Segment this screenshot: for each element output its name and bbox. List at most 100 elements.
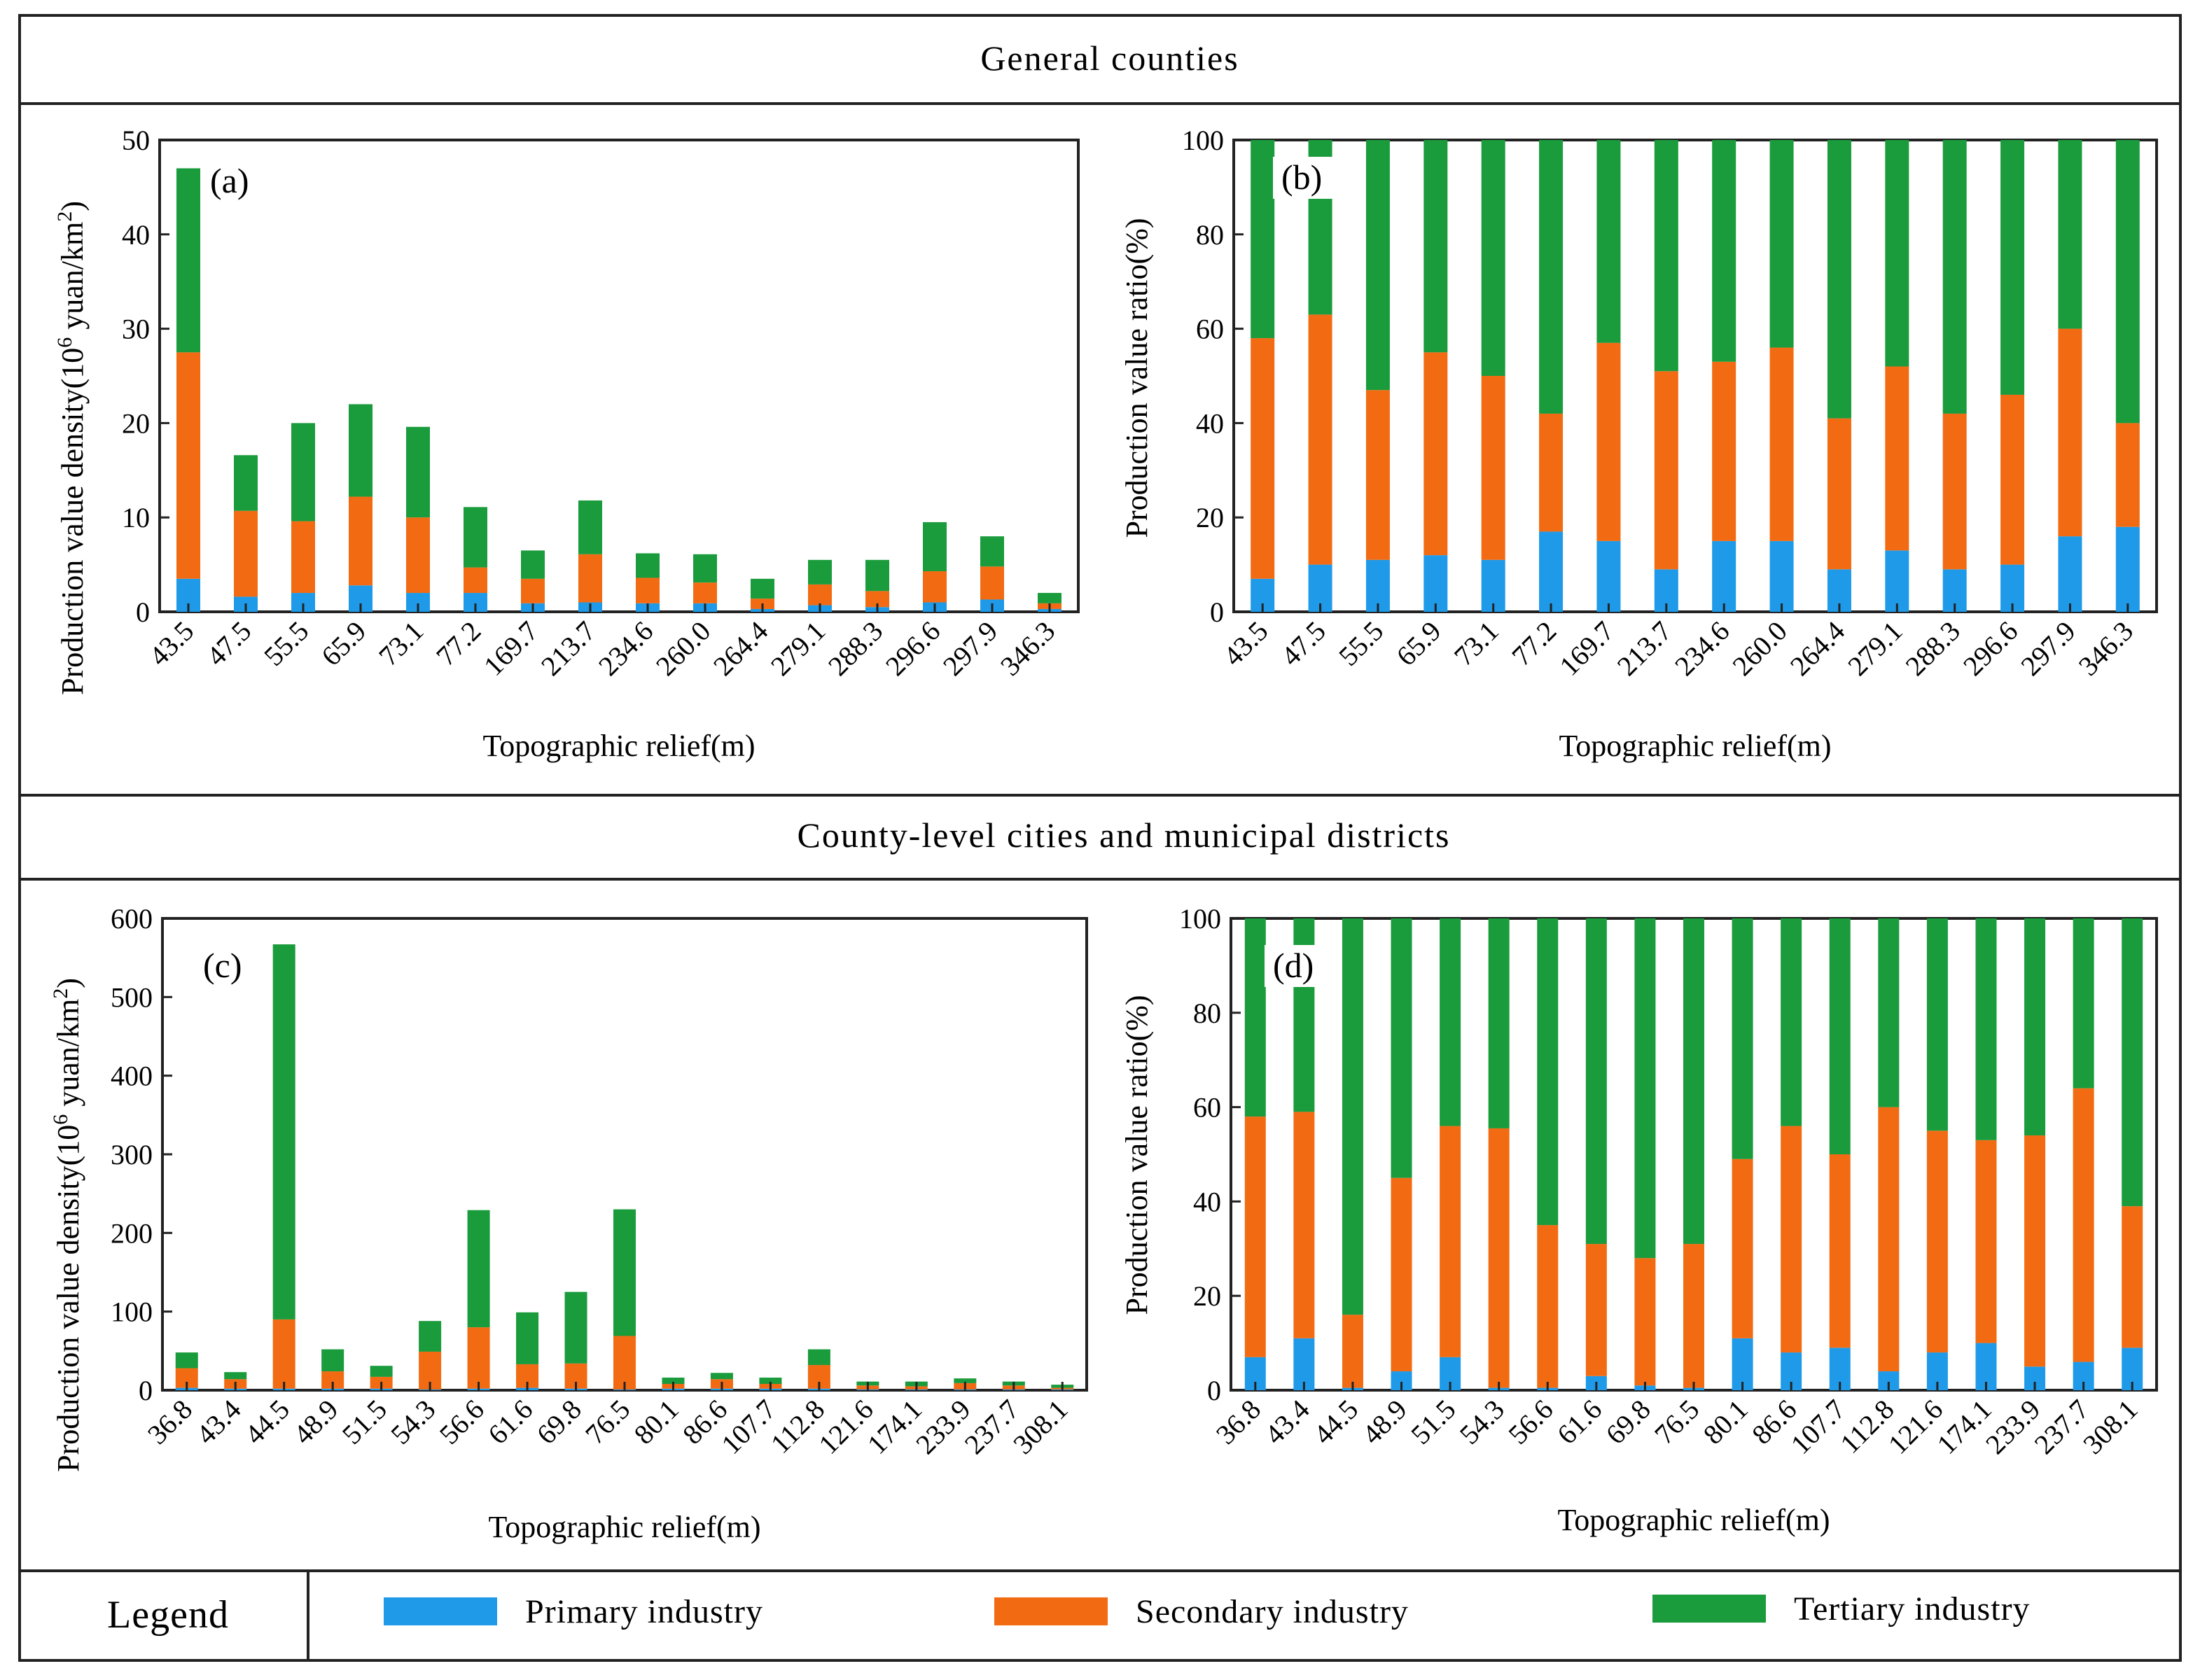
bar-segment-secondary-industry: [1481, 376, 1505, 560]
bar-segment-tertiary-industry: [1539, 140, 1564, 414]
plot-frame-b: [1232, 139, 2158, 613]
y-tick-label: 500: [111, 981, 153, 1013]
bar-segment-tertiary-industry: [2115, 140, 2140, 424]
y-tick-label: 10: [122, 502, 150, 533]
bar-segment-secondary-industry: [980, 566, 1004, 600]
y-tick-label: 20: [1196, 502, 1224, 533]
bar-segment-secondary-industry: [1885, 366, 1909, 551]
panel-letter-a: (a): [210, 161, 249, 200]
bar-segment-secondary-industry: [1942, 413, 1967, 570]
bar-segment-secondary-industry: [1732, 1158, 1753, 1338]
bar-segment-secondary-industry: [1539, 413, 1564, 532]
y-tick-label: 100: [111, 1296, 153, 1328]
bar-segment-tertiary-industry: [1885, 140, 1909, 367]
x-tick-label: 43.4: [1258, 1394, 1315, 1450]
x-tick-label: 213.7: [535, 615, 601, 682]
x-tick-label: 296.6: [879, 615, 946, 682]
y-tick-label: 600: [111, 903, 153, 934]
x-tick-label: 73.1: [373, 615, 429, 672]
bar-segment-secondary-industry: [1440, 1126, 1461, 1357]
bar-segment-tertiary-industry: [1440, 918, 1461, 1126]
bar-segment-tertiary-industry: [865, 559, 889, 592]
x-tick-label: 112.8: [1834, 1394, 1900, 1460]
x-tick-label: 65.9: [1390, 615, 1447, 672]
x-tick-label: 76.5: [579, 1394, 636, 1450]
y-tick-label: 30: [122, 314, 150, 345]
x-tick-label: 260.0: [650, 615, 716, 682]
x-axis-label-d: Topographic relief(m): [1557, 1503, 1830, 1537]
y-tick-label: 400: [111, 1060, 153, 1092]
x-tick-label: 69.8: [1599, 1394, 1656, 1450]
bar-segment-tertiary-industry: [1781, 918, 1802, 1126]
bar-segment-secondary-industry: [406, 517, 430, 594]
bar-segment-tertiary-industry: [1251, 140, 1275, 339]
y-tick-label: 20: [1193, 1280, 1221, 1312]
bar-segment-tertiary-industry: [467, 1210, 490, 1328]
panel-letter-c: (c): [203, 946, 242, 985]
y-axis-label-b: Production value ratio(%): [1120, 218, 1154, 538]
y-tick-label: 0: [136, 596, 150, 628]
x-tick-label: 237.7: [959, 1394, 1025, 1460]
bar-segment-tertiary-industry: [751, 578, 774, 599]
bar-segment-tertiary-industry: [291, 423, 315, 522]
bar-segment-tertiary-industry: [516, 1312, 539, 1364]
bar-segment-tertiary-industry: [1038, 593, 1061, 603]
panel-letter-backing: [1265, 945, 1332, 987]
bar-segment-secondary-industry: [1251, 338, 1275, 579]
x-tick-label: 297.9: [2014, 615, 2081, 682]
bar-segment-tertiary-industry: [1878, 918, 1900, 1107]
bar-segment-tertiary-industry: [710, 1373, 733, 1380]
x-tick-label: 234.6: [1669, 615, 1735, 682]
bar-segment-secondary-industry: [1342, 1315, 1363, 1388]
panel-letter-backing: [202, 160, 269, 202]
bar-segment-tertiary-industry: [419, 1321, 442, 1352]
x-tick-label: 54.3: [1454, 1394, 1510, 1450]
x-tick-label: 346.3: [994, 615, 1061, 682]
bar-segment-tertiary-industry: [370, 1366, 393, 1377]
bar-segment-secondary-industry: [2000, 394, 2025, 565]
x-tick-label: 279.1: [1842, 615, 1908, 682]
bar-segment-tertiary-industry: [1342, 918, 1363, 1315]
bar-segment-primary-industry: [1596, 540, 1621, 612]
bar-segment-secondary-industry: [636, 578, 660, 603]
bar-segment-secondary-industry: [693, 582, 717, 603]
x-tick-label: 308.1: [1007, 1394, 1073, 1460]
bar-segment-primary-industry: [1885, 550, 1909, 612]
bar-segment-secondary-industry: [1244, 1116, 1266, 1357]
bar-segment-secondary-industry: [2115, 423, 2140, 527]
x-tick-label: 48.9: [1356, 1394, 1413, 1450]
bar-segment-secondary-industry: [1391, 1177, 1412, 1372]
bar-segment-primary-industry: [1769, 540, 1794, 612]
bar-segment-primary-industry: [1732, 1338, 1753, 1390]
bar-segment-tertiary-industry: [1926, 918, 1948, 1131]
x-tick-label: 73.1: [1448, 615, 1505, 672]
legend-label-secondary: Secondary industry: [1136, 1593, 1409, 1630]
bar-segment-secondary-industry: [865, 591, 889, 608]
legend-label-tertiary: Tertiary industry: [1794, 1590, 2031, 1628]
bar-segment-secondary-industry: [464, 567, 487, 594]
panel-letter-b: (b): [1281, 158, 1322, 197]
panel-letter-backing: [195, 945, 262, 987]
bar-segment-secondary-industry: [1596, 342, 1621, 541]
x-axis-label-b: Topographic relief(m): [1559, 729, 1831, 763]
x-tick-label: 260.0: [1726, 615, 1792, 682]
y-tick-label: 60: [1193, 1092, 1221, 1124]
bar-segment-tertiary-industry: [1537, 918, 1559, 1226]
bar-segment-tertiary-industry: [1596, 140, 1621, 343]
bar-segment-tertiary-industry: [564, 1292, 587, 1364]
x-tick-label: 297.9: [937, 615, 1003, 682]
bar-segment-primary-industry: [2115, 526, 2140, 612]
x-tick-label: 55.5: [1332, 615, 1389, 672]
bar-segment-tertiary-industry: [2024, 918, 2046, 1136]
bar-segment-tertiary-industry: [1634, 918, 1656, 1259]
bar-segment-primary-industry: [2058, 536, 2082, 612]
chart-panel-d: 02040608010036.843.444.548.951.554.356.6…: [1120, 903, 2158, 1537]
bar-segment-secondary-industry: [176, 352, 200, 579]
bar-segment-tertiary-industry: [1481, 140, 1505, 376]
x-tick-label: 288.3: [822, 615, 889, 682]
x-tick-label: 47.5: [1275, 615, 1332, 672]
bar-segment-tertiary-industry: [662, 1378, 685, 1385]
bar-segment-tertiary-industry: [2122, 918, 2143, 1207]
outer-frame: [18, 14, 2182, 1662]
